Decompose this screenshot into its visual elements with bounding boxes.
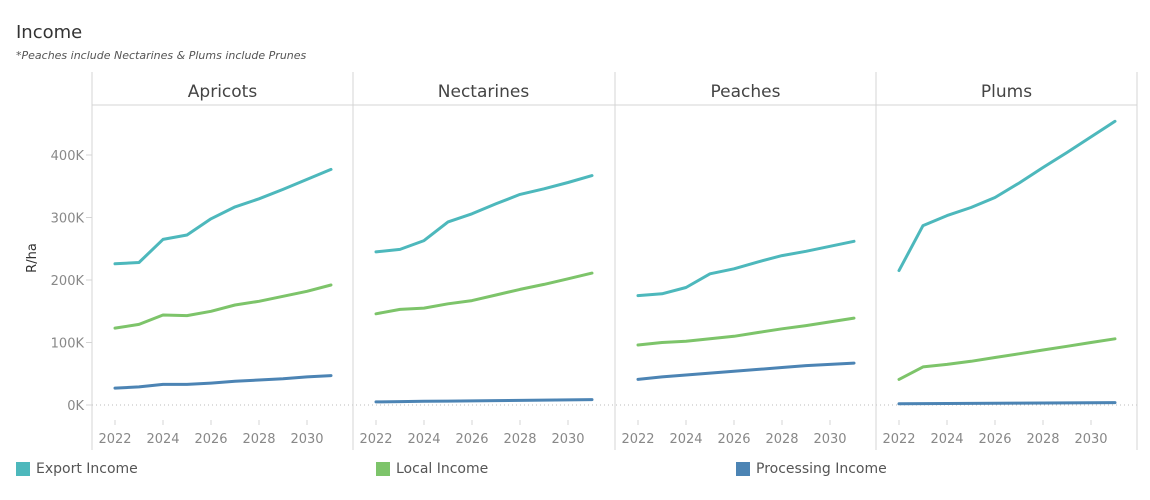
series-line-local-nectarines[interactable] <box>374 271 594 316</box>
series-line-export-nectarines[interactable] <box>374 174 594 254</box>
x-tick-label: 2026 <box>455 432 488 447</box>
x-tick-label: 2026 <box>194 432 227 447</box>
y-tick-label: 400K <box>51 149 85 164</box>
legend-swatch-local <box>376 462 390 476</box>
x-tick-label: 2028 <box>765 432 798 447</box>
x-tick-label: 2028 <box>242 432 275 447</box>
y-tick-label: 0K <box>67 399 84 414</box>
x-tick-label: 2030 <box>1074 432 1107 447</box>
y-tick-label: 200K <box>51 274 85 289</box>
x-tick-label: 2026 <box>717 432 750 447</box>
x-tick-label: 2028 <box>503 432 536 447</box>
series-line-processing-apricots[interactable] <box>113 374 333 390</box>
x-tick-label: 2024 <box>407 432 440 447</box>
x-tick-label: 2026 <box>978 432 1011 447</box>
series-line-processing-nectarines[interactable] <box>374 398 594 404</box>
panel-title-peaches: Peaches <box>711 82 781 102</box>
x-tick-label: 2028 <box>1026 432 1059 447</box>
series-line-export-apricots[interactable] <box>113 167 333 266</box>
x-tick-label: 2024 <box>146 432 179 447</box>
x-tick-label: 2022 <box>359 432 392 447</box>
legend-swatch-processing <box>736 462 750 476</box>
y-tick-label: 100K <box>51 337 85 352</box>
x-tick-label: 2030 <box>551 432 584 447</box>
legend-item-local[interactable]: Local Income <box>376 460 488 478</box>
y-tick-label: 300K <box>51 212 85 227</box>
y-axis-label: R/ha <box>25 243 40 273</box>
legend-swatch-export <box>16 462 30 476</box>
x-tick-label: 2022 <box>621 432 654 447</box>
panel-title-plums: Plums <box>981 82 1032 102</box>
x-tick-label: 2024 <box>669 432 702 447</box>
x-tick-label: 2022 <box>98 432 131 447</box>
legend-label-processing: Processing Income <box>756 461 887 477</box>
legend-item-export[interactable]: Export Income <box>16 460 138 478</box>
chart-title: Income <box>16 22 83 43</box>
series-line-processing-plums[interactable] <box>897 401 1117 406</box>
x-tick-label: 2030 <box>290 432 323 447</box>
x-tick-label: 2024 <box>930 432 963 447</box>
series-line-processing-peaches[interactable] <box>636 361 856 381</box>
legend-label-export: Export Income <box>36 461 138 477</box>
x-tick-label: 2030 <box>813 432 846 447</box>
chart-subtitle: *Peaches include Nectarines & Plums incl… <box>16 49 307 62</box>
series-line-local-plums[interactable] <box>897 337 1117 381</box>
panel-title-nectarines: Nectarines <box>438 82 530 102</box>
panel-title-apricots: Apricots <box>188 82 258 102</box>
series-line-export-plums[interactable] <box>897 119 1117 273</box>
legend-item-processing[interactable]: Processing Income <box>736 460 887 478</box>
series-line-local-apricots[interactable] <box>113 283 333 330</box>
x-tick-label: 2022 <box>882 432 915 447</box>
series-line-export-peaches[interactable] <box>636 239 856 298</box>
series-line-local-peaches[interactable] <box>636 316 856 347</box>
legend-label-local: Local Income <box>396 461 489 477</box>
